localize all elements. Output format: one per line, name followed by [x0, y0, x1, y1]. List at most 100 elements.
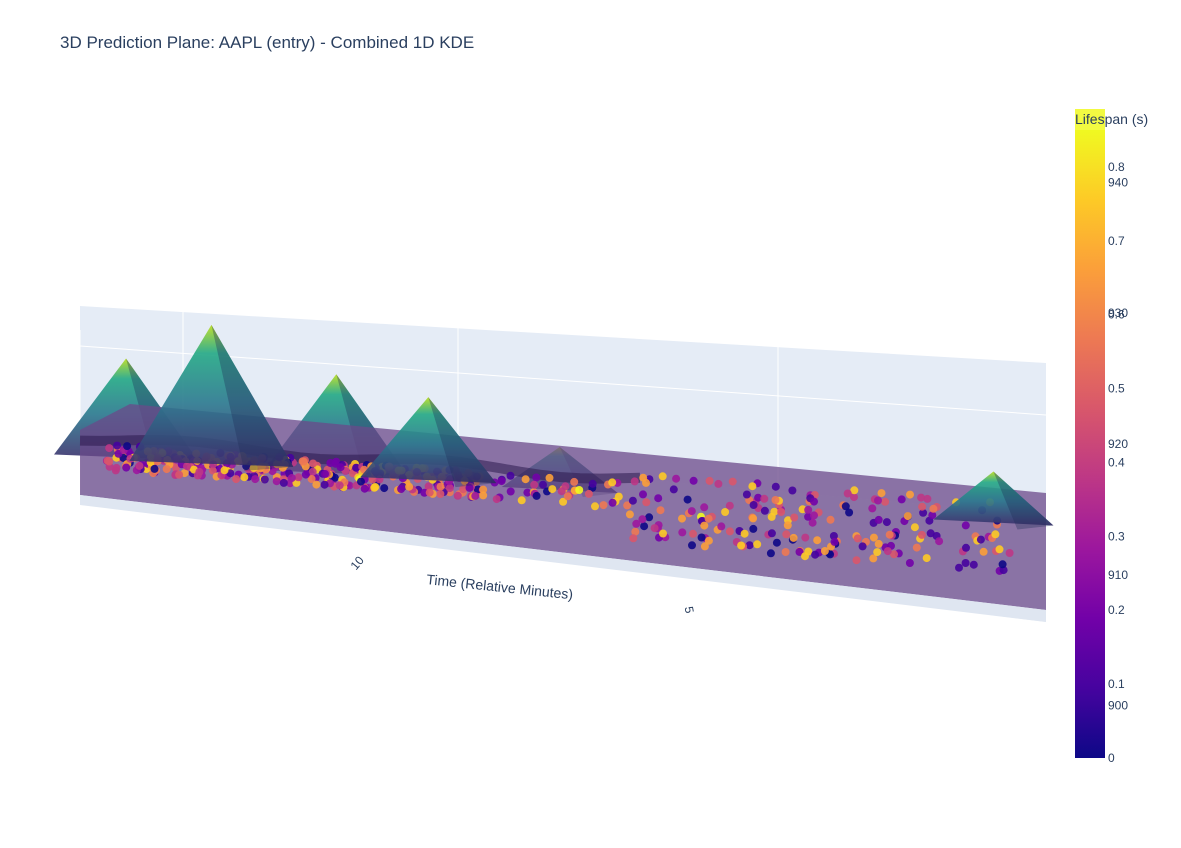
colorbar-title-bg [1075, 109, 1105, 131]
colorbar[interactable] [1075, 130, 1105, 758]
scatter-point [801, 533, 810, 542]
scatter-point [777, 508, 786, 516]
floor-front-edge [80, 495, 1046, 622]
scatter-point [808, 518, 817, 527]
scatter-point [700, 503, 709, 512]
scatter-point [874, 496, 882, 505]
scatter-point [492, 495, 501, 504]
scatter-point [795, 547, 804, 556]
scatter-point [717, 522, 726, 531]
scatter-point [287, 474, 296, 482]
scatter-point [530, 480, 539, 489]
scatter-point [608, 478, 617, 487]
scatter-point [445, 484, 454, 493]
scatter-point [804, 505, 813, 514]
scatter-point [532, 473, 541, 482]
scatter-point [479, 491, 488, 500]
scatter-point [745, 541, 754, 550]
scatter-point [845, 508, 854, 517]
scatter-point [532, 491, 541, 500]
scatter-point [748, 482, 757, 491]
scatter-point [465, 483, 474, 492]
scatter-point [307, 475, 316, 483]
background-pane [80, 306, 1046, 515]
scatter-point [725, 501, 734, 510]
scatter-point [588, 479, 597, 488]
scatter-point [113, 441, 122, 450]
scatter-point [628, 496, 637, 505]
scatter-point [883, 547, 892, 556]
scatter-point [195, 467, 204, 476]
scatter-point [630, 477, 639, 486]
colorbar-tick-label: 910 [1108, 568, 1128, 582]
scatter-point [771, 482, 780, 491]
scatter-point [654, 494, 663, 503]
scatter-point [559, 497, 568, 506]
scatter-point [782, 530, 791, 539]
scatter-point [208, 466, 217, 475]
scatter-point [623, 501, 632, 510]
scatter-point [858, 542, 867, 551]
scatter-point [294, 473, 303, 482]
scatter-point [917, 530, 926, 539]
scatter-point [813, 536, 822, 545]
colorbar-tick-label: 0.8 [1108, 160, 1125, 174]
scatter-point [853, 534, 862, 543]
colorbar-tick-label: 0.3 [1108, 529, 1125, 543]
scatter-point [584, 489, 593, 498]
scatter-point [885, 530, 894, 539]
scatter-point [961, 521, 970, 530]
scatter-point [642, 478, 650, 487]
scatter-point [961, 559, 970, 567]
scatter-point [890, 550, 898, 559]
scatter-point [850, 493, 858, 502]
scatter-point [910, 523, 919, 532]
scatter-point [545, 473, 554, 482]
kde-peak-shade [428, 397, 497, 488]
scatter-point [614, 492, 623, 501]
scatter-point [740, 529, 749, 538]
scatter-point [820, 547, 829, 555]
scatter-point [874, 515, 883, 524]
scatter-point [688, 541, 696, 550]
scatter-point [801, 552, 809, 561]
colorbar-tick-label: 0.2 [1108, 603, 1125, 617]
colorbar-tick-label: 0.5 [1108, 382, 1125, 396]
scatter-point [656, 506, 665, 515]
scatter-point [955, 563, 963, 572]
scatter-point [405, 482, 414, 491]
scatter-point [563, 492, 572, 501]
scatter-point [852, 556, 861, 565]
scatter-point [506, 471, 515, 480]
scatter-point [869, 533, 878, 542]
scatter-point [380, 484, 389, 493]
kde-peak [933, 471, 1054, 526]
scatter-point [906, 490, 914, 499]
scatter-point [436, 482, 445, 491]
scatter-point [976, 535, 985, 544]
scatter-point [251, 475, 260, 484]
scatter-point [599, 501, 608, 510]
colorbar-ticks-lifespan: 0 0.1 0.2 0.3 0.4 0.5 0.6 0.7 0.8 [1108, 160, 1125, 765]
colorbar-title: Lifespan (s) [1075, 111, 1148, 127]
scatter-point [162, 465, 171, 474]
scatter-point [105, 457, 114, 466]
scatter-point [453, 491, 462, 500]
scatter-point [625, 510, 634, 519]
scatter-point [935, 537, 944, 546]
scatter-point [123, 442, 132, 451]
scatter-point [881, 497, 890, 506]
scatter-point [689, 476, 698, 485]
scatter-point [725, 527, 734, 536]
scatter-point [788, 486, 797, 495]
scatter-point [642, 498, 651, 507]
scatter-point [678, 528, 687, 537]
scatter-point [352, 463, 361, 472]
scatter-point [360, 484, 369, 493]
scatter-point [770, 507, 779, 516]
scatter-point [570, 477, 579, 486]
scatter-point [521, 475, 530, 484]
scatter-point [608, 498, 617, 507]
scatter-point [240, 473, 249, 482]
